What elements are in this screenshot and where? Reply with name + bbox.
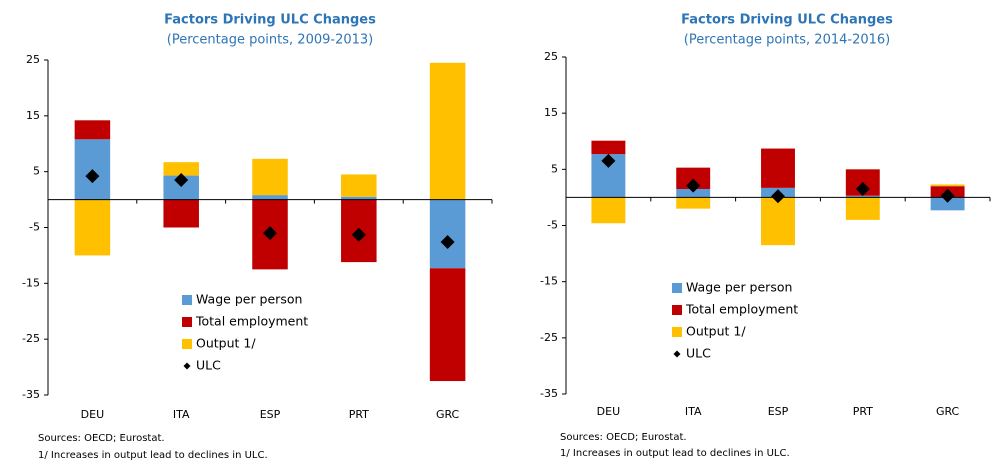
legend-marker [183,362,191,370]
y-tick-label: 5 [551,162,558,175]
bar [429,199,466,269]
bar [341,196,377,200]
bar [591,140,626,155]
bar [676,197,711,209]
chart-title: Factors Driving ULC Changes [164,13,376,28]
y-tick-label: 5 [33,165,40,178]
ulc-marker [440,235,455,250]
legend-label: Total employment [195,314,308,329]
legend-swatch [672,283,682,293]
bar [74,120,111,140]
y-tick-label: 15 [26,109,40,122]
x-tick-label: ITA [685,405,702,418]
footnote: 1/ Increases in output lead to declines … [38,450,268,461]
y-tick-label: -35 [540,387,558,400]
y-tick-label: -5 [547,219,558,232]
legend-label: ULC [686,346,711,361]
bar [74,199,111,256]
legend-label: Wage per person [196,292,302,307]
legend-label: Output 1/ [686,324,746,339]
chart-subtitle: (Percentage points, 2009-2013) [167,33,373,48]
y-tick-label: -25 [22,332,40,345]
ulc-marker [601,153,616,168]
source-note: Sources: OECD; Eurostat. [560,432,687,443]
y-tick-label: -5 [29,221,40,234]
chart-subtitle: (Percentage points, 2014-2016) [684,33,890,48]
x-tick-label: DEU [597,405,620,418]
ulc-marker [771,189,785,204]
legend-swatch [672,327,682,337]
bar [252,158,288,196]
bar [252,195,288,200]
y-tick-label: 25 [544,50,558,63]
legend-label: Output 1/ [196,336,256,351]
x-tick-label: PRT [349,408,369,421]
legend-marker [673,350,681,358]
legend-swatch [672,305,682,315]
chart-title: Factors Driving ULC Changes [681,13,893,28]
y-tick-label: -35 [22,388,40,401]
bar [163,162,199,176]
bar [676,188,711,198]
y-tick-label: -25 [540,331,558,344]
x-tick-label: ESP [768,405,789,418]
bar [761,148,795,188]
bar [163,199,199,228]
legend-swatch [182,317,192,327]
y-tick-label: 15 [544,106,558,119]
y-tick-label: -15 [540,275,558,288]
footnote: 1/ Increases in output lead to declines … [560,448,790,459]
bar [429,268,466,382]
bar [845,197,880,220]
bar [761,197,795,246]
bar [591,197,626,224]
ulc-marker [686,178,701,193]
x-tick-label: DEU [81,408,104,421]
y-tick-label: -15 [22,276,40,289]
legend-swatch [182,339,192,349]
ulc-marker [351,227,366,242]
x-tick-label: ITA [173,408,190,421]
source-note: Sources: OECD; Eurostat. [38,433,165,444]
x-tick-label: GRC [436,408,460,421]
legend-swatch [182,295,192,305]
bar [845,195,880,198]
ulc-marker [174,173,189,188]
legend-label: Wage per person [686,280,792,295]
y-tick-label: 25 [26,53,40,66]
bar [341,174,377,197]
ulc-marker [263,226,277,241]
legend-label: Total employment [685,302,798,317]
bar [930,197,965,211]
legend-label: ULC [196,358,221,373]
x-tick-label: GRC [936,405,960,418]
x-tick-label: ESP [260,408,281,421]
bar [930,184,965,187]
bar [429,62,466,200]
bar [676,167,711,189]
ulc-marker [855,181,870,196]
ulc-marker [85,169,100,184]
ulc-marker [940,188,955,203]
x-tick-label: PRT [853,405,873,418]
